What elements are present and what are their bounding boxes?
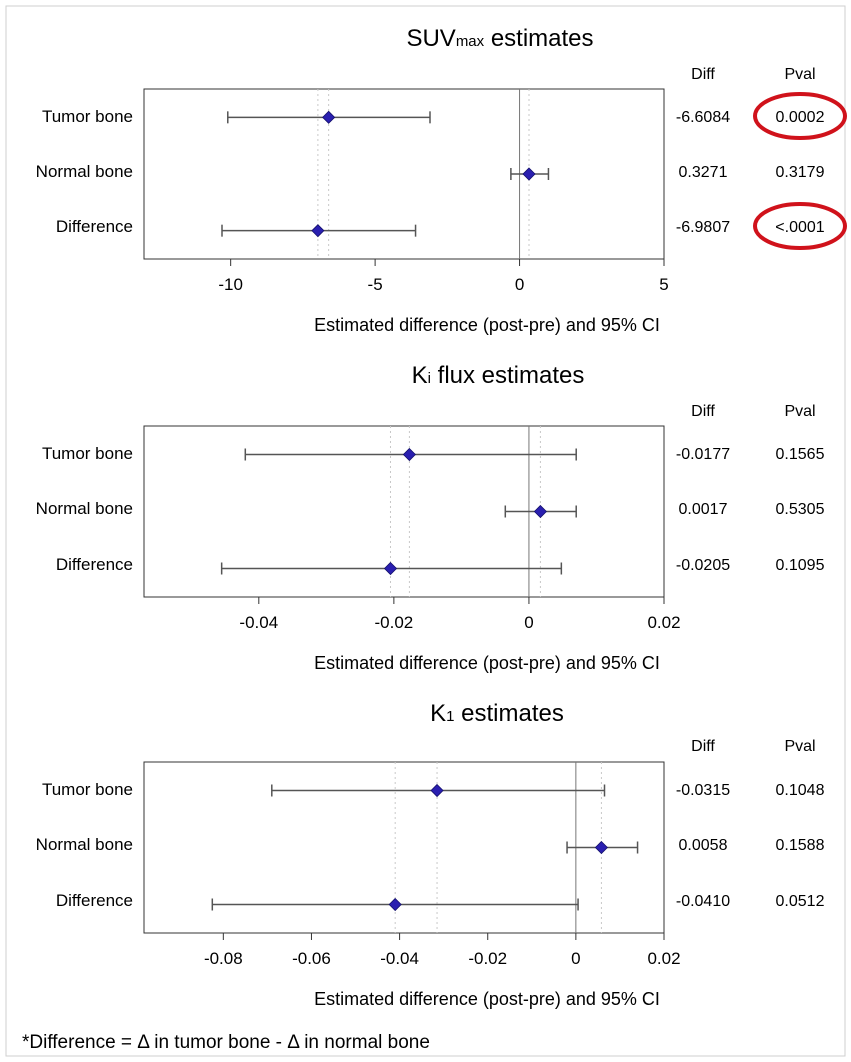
figure-border	[5, 5, 846, 1057]
diff-value: -0.0177	[676, 446, 730, 463]
diff-value: -0.0205	[676, 557, 730, 574]
plot-frame	[143, 425, 665, 598]
panel-title: Ki flux estimates	[412, 362, 585, 389]
pval-value: 0.0512	[776, 893, 825, 910]
diff-value: -6.6084	[676, 109, 730, 126]
x-tick-label: -0.08	[204, 949, 243, 968]
diff-value: -0.0410	[676, 893, 730, 910]
panel-k1: K1 estimates Diff Pval -0.08 -0.06 -0.04 -0…	[36, 700, 825, 1009]
pval-header: Pval	[784, 66, 815, 83]
pval-value: 0.3179	[776, 164, 825, 181]
row-label: Difference	[56, 891, 133, 910]
x-tick-label: -0.04	[380, 949, 419, 968]
estimate-marker	[402, 447, 416, 462]
panel-suvmax: SUVmax estimates Diff Pval -10 -5 0 5 Tumor…	[36, 25, 847, 335]
estimate-marker	[322, 110, 336, 124]
x-tick-label: -0.02	[374, 613, 413, 632]
x-tick-label: -0.06	[292, 949, 331, 968]
plot-frame	[143, 88, 665, 260]
x-tick-label: 0	[515, 275, 524, 294]
x-tick-label: -10	[218, 275, 243, 294]
significance-highlight	[753, 202, 847, 250]
x-tick-label: -5	[368, 275, 383, 294]
significance-highlight	[753, 92, 847, 140]
x-axis-label: Estimated difference (post-pre) and 95% …	[314, 653, 660, 673]
row-label: Difference	[56, 217, 133, 236]
footnote: *Difference = Δ in tumor bone - Δ in nor…	[22, 1032, 430, 1053]
estimate-marker	[594, 840, 608, 855]
pval-value: <.0001	[775, 219, 824, 236]
diff-value: -6.9807	[676, 219, 730, 236]
estimate-marker	[388, 897, 402, 912]
pval-header: Pval	[784, 403, 815, 420]
row-label: Normal bone	[36, 162, 133, 181]
x-tick-label: -0.04	[239, 613, 278, 632]
x-tick-label: 0	[571, 949, 580, 968]
panel-plot-area: -0.04 -0.02 0 0.02	[143, 425, 681, 632]
row-label: Normal bone	[36, 835, 133, 854]
panel-title: K1 estimates	[430, 700, 564, 727]
pval-value: 0.0002	[776, 109, 825, 126]
diff-value: 0.0017	[679, 501, 728, 518]
estimate-marker	[311, 224, 325, 238]
x-axis-label: Estimated difference (post-pre) and 95% …	[314, 989, 660, 1009]
panel-title: SUVmax estimates	[406, 25, 593, 52]
pval-value: 0.1565	[776, 446, 825, 463]
estimate-marker	[522, 167, 536, 181]
panel-plot-area: -0.08 -0.06 -0.04 -0.02 0 0.02	[143, 761, 681, 968]
x-tick-label: 0.02	[647, 949, 680, 968]
x-tick-label: 0	[524, 613, 533, 632]
row-label: Tumor bone	[42, 107, 133, 126]
pval-value: 0.1048	[776, 782, 825, 799]
panel-ki-flux: Ki flux estimates Diff Pval -0.04 -0.02 0 0…	[36, 362, 825, 673]
diff-value: 0.0058	[679, 837, 728, 854]
pval-value: 0.1588	[776, 837, 825, 854]
pval-header: Pval	[784, 738, 815, 755]
diff-header: Diff	[691, 738, 715, 755]
estimate-marker	[383, 561, 398, 576]
estimate-marker	[430, 783, 444, 798]
estimate-marker	[533, 504, 547, 519]
x-tick-label: 5	[659, 275, 668, 294]
panel-plot-area: -10 -5 0 5	[143, 88, 669, 294]
diff-header: Diff	[691, 403, 715, 420]
plot-frame	[143, 761, 665, 934]
x-tick-label: -0.02	[468, 949, 507, 968]
x-axis-label: Estimated difference (post-pre) and 95% …	[314, 315, 660, 335]
row-label: Tumor bone	[42, 444, 133, 463]
row-label: Normal bone	[36, 499, 133, 518]
row-label: Tumor bone	[42, 780, 133, 799]
diff-value: -0.0315	[676, 782, 730, 799]
diff-header: Diff	[691, 66, 715, 83]
diff-value: 0.3271	[679, 164, 728, 181]
pval-value: 0.5305	[776, 501, 825, 518]
x-tick-label: 0.02	[647, 613, 680, 632]
row-label: Difference	[56, 555, 133, 574]
pval-value: 0.1095	[776, 557, 825, 574]
